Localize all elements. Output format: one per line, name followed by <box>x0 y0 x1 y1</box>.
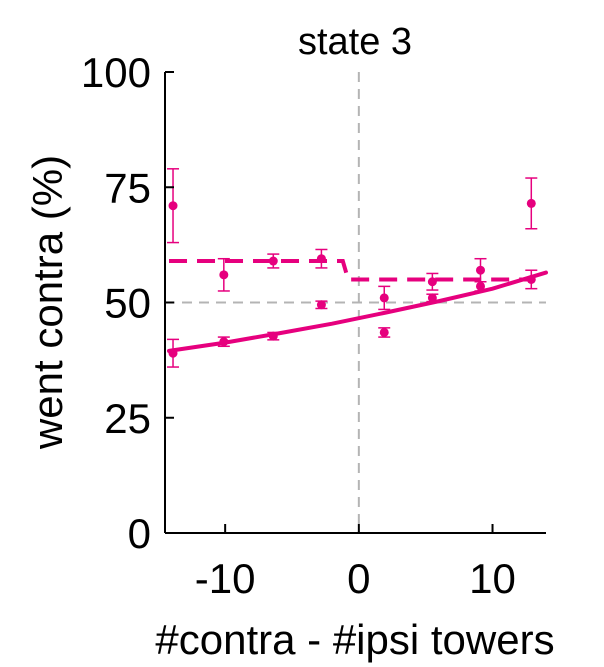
point-marker <box>427 293 437 303</box>
x-ticks: -10 0 10 <box>195 524 516 602</box>
y-ticks: 0 25 50 75 100 <box>81 49 174 557</box>
x-tick-label: -10 <box>195 555 256 602</box>
point-marker <box>526 198 536 208</box>
point-marker <box>475 281 485 291</box>
data-point <box>217 336 230 348</box>
data-point <box>217 257 230 292</box>
point-marker <box>268 331 278 341</box>
data-point <box>525 269 538 290</box>
y-tick-label: 75 <box>104 164 151 211</box>
data-point <box>315 300 328 310</box>
chart-title: state 3 <box>298 21 412 63</box>
y-tick-label: 0 <box>128 510 151 557</box>
point-marker <box>475 265 485 275</box>
point-marker <box>427 277 437 287</box>
reference-lines <box>165 72 546 533</box>
data-point <box>474 281 487 292</box>
data-point <box>426 272 439 291</box>
point-marker <box>168 201 178 211</box>
data-point <box>167 168 180 244</box>
y-tick-label: 100 <box>81 49 151 96</box>
point-marker <box>219 337 229 347</box>
data-point <box>525 177 538 230</box>
data-point <box>167 338 180 368</box>
step-fit-line <box>169 259 532 282</box>
data-points <box>167 168 538 368</box>
data-point <box>315 248 328 269</box>
x-tick-label: 0 <box>347 555 370 602</box>
point-marker <box>168 348 178 358</box>
point-marker <box>316 300 326 310</box>
data-point <box>378 285 391 311</box>
point-marker <box>316 254 326 264</box>
point-marker <box>379 327 389 337</box>
y-axis-label: went contra (%) <box>24 155 71 450</box>
x-axis-label: #contra - #ipsi towers <box>155 616 554 663</box>
x-tick-label: 10 <box>469 555 516 602</box>
y-tick-label: 25 <box>104 395 151 442</box>
data-point <box>378 327 391 338</box>
point-marker <box>379 293 389 303</box>
data-point <box>426 293 439 303</box>
point-marker <box>219 270 229 280</box>
data-point <box>267 331 280 341</box>
data-point <box>267 253 280 269</box>
y-tick-label: 50 <box>104 280 151 327</box>
point-marker <box>268 256 278 266</box>
point-marker <box>526 274 536 284</box>
